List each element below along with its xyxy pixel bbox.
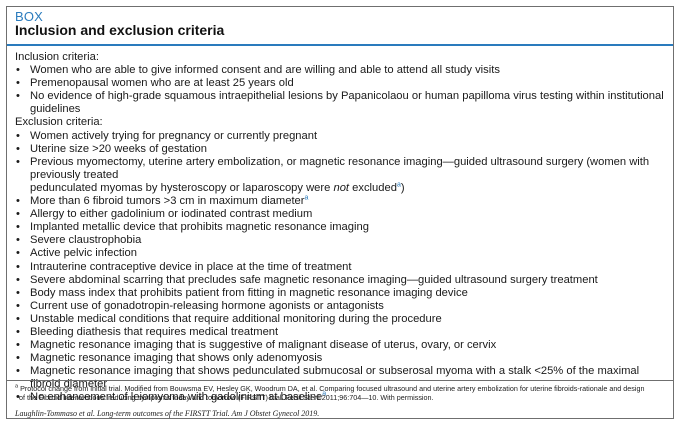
bullet-icon: • [16, 339, 20, 352]
inclusion-heading: Inclusion criteria: [15, 51, 99, 63]
bullet-icon: • [16, 391, 20, 404]
bullet-icon: • [16, 365, 20, 378]
bullet-icon: • [16, 234, 20, 247]
box-header: BOX Inclusion and exclusion criteria [7, 7, 673, 41]
exclusion-item: • Unstable medical conditions that requir… [16, 312, 442, 325]
bullet-icon: • [16, 64, 20, 77]
bullet-icon: • [16, 155, 20, 168]
exclusion-item: • No enhancement of leiomyoma with gadoli… [16, 390, 327, 404]
exclusion-item: • Active pelvic infection [16, 247, 137, 260]
exclusion-item: • Severe abdominal scarring that preclude… [16, 273, 598, 286]
bullet-icon: • [16, 142, 20, 155]
bullet-icon: • [16, 208, 20, 221]
bullet-icon: • [16, 312, 20, 325]
bullet-icon: • [16, 90, 20, 103]
inclusion-item: • Premenopausal women who are at least 25… [16, 77, 294, 90]
footnote-marker: a [396, 181, 401, 189]
exclusion-item: • Previous myomectomy, uterine artery emb… [16, 155, 650, 194]
bullet-icon: • [16, 129, 20, 142]
box-label: BOX [15, 9, 44, 24]
bullet-icon: • [16, 195, 20, 208]
box-title: Inclusion and exclusion criteria [15, 22, 225, 38]
bullet-icon: • [16, 299, 20, 312]
exclusion-item: • Implanted metallic device that prohibit… [16, 221, 369, 234]
footnote: a Protocol change from initial trial. Mo… [15, 383, 645, 403]
bullet-icon: • [16, 273, 20, 286]
exclusion-item: • Bleeding diathesis that requires medica… [16, 325, 279, 338]
bullet-icon: • [16, 325, 20, 338]
criteria-box: BOX Inclusion and exclusion criteria Inc… [6, 6, 674, 419]
inclusion-item: • No evidence of high-grade squamous intr… [16, 90, 664, 116]
bullet-icon: • [16, 247, 20, 260]
exclusion-item: • Current use of gonadotropin-releasing h… [16, 299, 384, 312]
exclusion-item: • Magnetic resonance imaging that shows o… [16, 352, 323, 365]
citation: Laughlin-Tommaso et al. Long-term outcom… [15, 409, 320, 418]
exclusion-item: • More than 6 fibroid tumors >3 cm in max… [16, 194, 309, 208]
bullet-icon: • [16, 221, 20, 234]
exclusion-item: • Allergy to either gadolinium or iodinat… [16, 208, 313, 221]
bullet-icon: • [16, 260, 20, 273]
footnote-divider [7, 380, 673, 381]
inclusion-item: • Women who are able to give informed con… [16, 64, 500, 77]
exclusion-item: • Magnetic resonance imaging that shows p… [16, 365, 640, 391]
exclusion-item: • Severe claustrophobia [16, 234, 142, 247]
exclusion-item: • Magnetic resonance imaging that is sugg… [16, 339, 497, 352]
bullet-icon: • [16, 77, 20, 90]
footnote-marker: a [322, 390, 327, 398]
exclusion-item: • Uterine size >20 weeks of gestation [16, 142, 207, 155]
exclusion-heading: Exclusion criteria: [15, 116, 103, 129]
exclusion-item: • Women actively trying for pregnancy or … [16, 129, 318, 142]
criteria-content: Inclusion criteria: • Women who are able … [15, 51, 671, 405]
exclusion-item: • Intrauterine contraceptive device in pl… [16, 260, 352, 273]
bullet-icon: • [16, 352, 20, 365]
footnote-marker: a [304, 194, 309, 202]
exclusion-item: • Body mass index that prohibits patient … [16, 286, 468, 299]
footnote-marker: a [15, 383, 19, 390]
bullet-icon: • [16, 286, 20, 299]
header-divider [7, 44, 673, 46]
